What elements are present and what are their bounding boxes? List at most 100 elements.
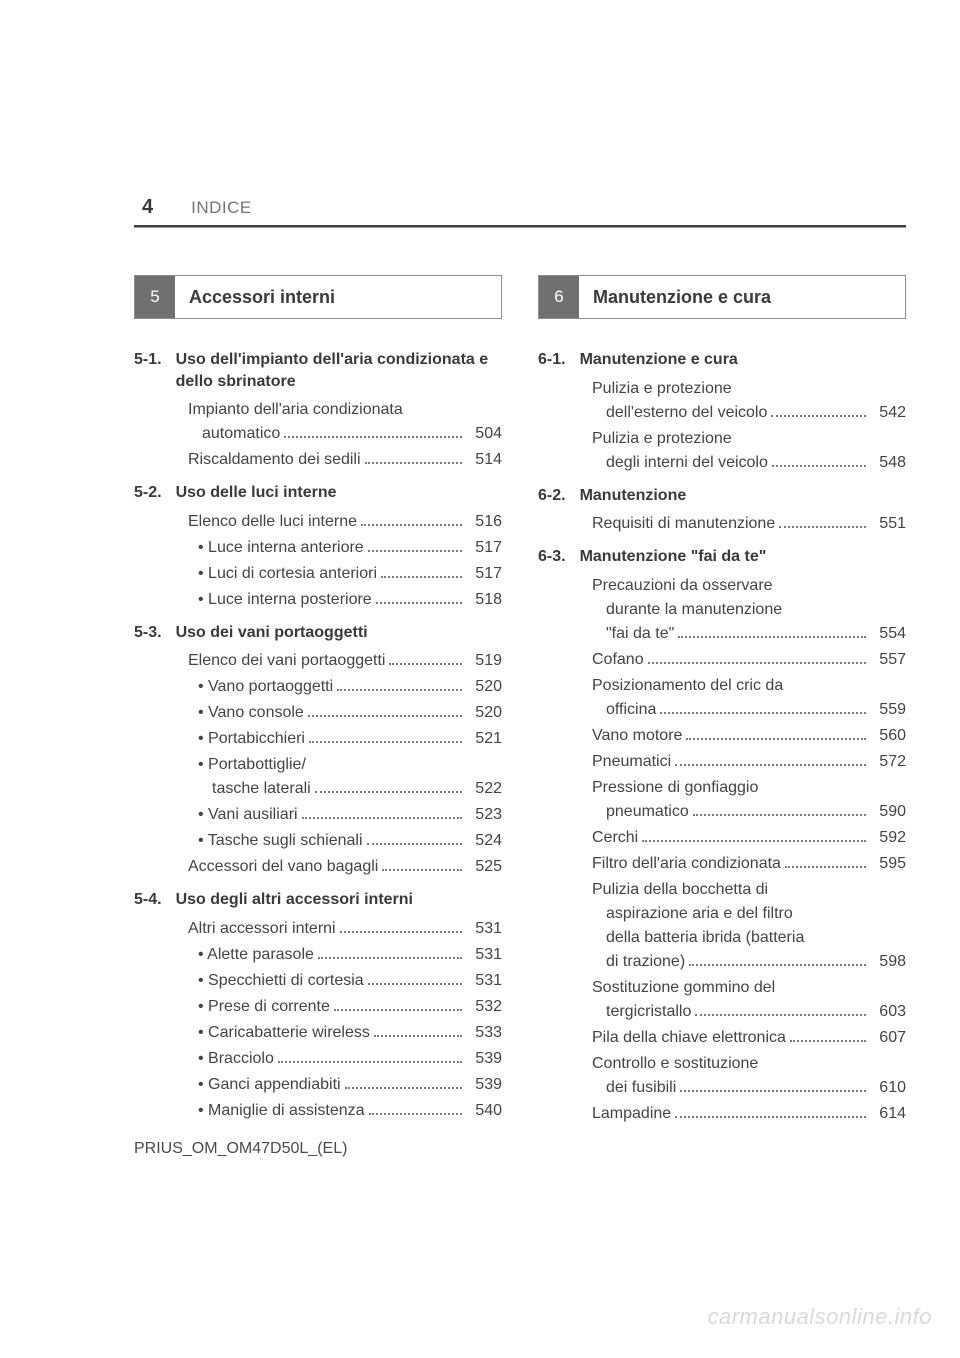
section-number: 5-1.: [134, 349, 162, 392]
page-ref: 572: [870, 750, 906, 774]
page-ref: 531: [466, 969, 502, 993]
section-head: 6-2.Manutenzione: [538, 485, 906, 507]
entry-label: Sostituzione gommino del: [592, 976, 775, 1000]
left-column: 5 Accessori interni 5-1. Uso dell'impiant…: [134, 275, 502, 1136]
entry-continuation: durante la manutenzione: [606, 598, 782, 622]
dot-leader: [675, 1107, 866, 1117]
entry-label: • Ganci appendiabiti: [198, 1073, 341, 1097]
sections-right: 6-1.Manutenzione e cura Pulizia e protezi…: [538, 349, 906, 1126]
section-title: Uso dell'impianto dell'aria condizionata…: [176, 349, 502, 392]
entry-label: Elenco dei vani portaoggetti: [188, 649, 385, 673]
dot-leader: [309, 733, 462, 743]
entry-label: Pila della chiave elettronica: [592, 1026, 786, 1050]
entry-label: • Maniglie di assistenza: [198, 1099, 365, 1123]
toc-entry: Impianto dell'aria condizionataautomatic…: [188, 398, 502, 446]
chapter-title: Manutenzione e cura: [579, 276, 905, 318]
entry-label: Lampadine: [592, 1102, 671, 1126]
toc-entry: • Prese di corrente532: [188, 995, 502, 1019]
toc-section: 5-2.Uso delle luci interneElenco delle l…: [134, 482, 502, 612]
entry-label: Pneumatici: [592, 750, 671, 774]
page-ref: 522: [466, 777, 502, 801]
page-ref: 592: [870, 826, 906, 850]
page-ref: 520: [466, 675, 502, 699]
toc-entry: Elenco delle luci interne 516: [188, 510, 502, 534]
entry-label: • Specchietti di cortesia: [198, 969, 364, 993]
page-ref: 517: [466, 562, 502, 586]
page-ref: 518: [466, 588, 502, 612]
entry-continuation: degli interni del veicolo: [606, 451, 768, 475]
dot-leader: [675, 755, 866, 765]
page-ref: 533: [466, 1021, 502, 1045]
entry-continuation: officina: [606, 698, 656, 722]
toc-section: 5-1. Uso dell'impianto dell'aria condizio…: [134, 349, 502, 472]
dot-leader: [340, 923, 462, 933]
toc-entry: Pulizia e protezionedell'esterno del vei…: [592, 377, 906, 425]
section-title: Manutenzione e cura: [580, 349, 906, 371]
toc-entry: Pulizia della bocchetta diaspirazione ar…: [592, 878, 906, 974]
toc-entry: Lampadine614: [592, 1102, 906, 1126]
entry-label: Pressione di gonfiaggio: [592, 776, 758, 800]
toc-entry: • Luce interna anteriore517: [188, 536, 502, 560]
section-head: 5-1. Uso dell'impianto dell'aria condizio…: [134, 349, 502, 392]
dot-leader: [308, 707, 462, 717]
chapter-header-6: 6 Manutenzione e cura: [538, 275, 906, 319]
dot-leader: [680, 1081, 866, 1091]
dot-leader: [368, 975, 462, 985]
page-ref: 607: [870, 1026, 906, 1050]
entry-continuation: pneumatico: [606, 800, 689, 824]
entry-label: Posizionamento del cric da: [592, 674, 783, 698]
header-rule: [134, 225, 906, 228]
entry-label: • Alette parasole: [198, 943, 314, 967]
page-ref: 531: [466, 943, 502, 967]
toc-entry: Cerchi592: [592, 826, 906, 850]
entry-label: Elenco delle luci interne: [188, 510, 357, 534]
page-ref: 559: [870, 698, 906, 722]
toc-entry: • Vano console520: [188, 701, 502, 725]
page-ref: 560: [870, 724, 906, 748]
entry-continuation: dell'esterno del veicolo: [606, 401, 767, 425]
dot-leader: [365, 454, 462, 464]
entry-label: • Vani ausiliari: [198, 803, 298, 827]
dot-leader: [389, 655, 462, 665]
page-ref: 524: [466, 829, 502, 853]
entries: Precauzioni da osservaredurante la manut…: [538, 574, 906, 1126]
entry-label: • Luce interna anteriore: [198, 536, 364, 560]
toc-entry: • Luce interna posteriore518: [188, 588, 502, 612]
entry-continuation: automatico: [202, 422, 280, 446]
page: 4 INDICE 5 Accessori interni 5-1.Uso del…: [0, 0, 960, 1358]
page-number: 4: [142, 196, 153, 219]
dot-leader: [689, 955, 866, 965]
toc-entry: • Caricabatterie wireless533: [188, 1021, 502, 1045]
dot-leader: [382, 861, 462, 871]
dot-leader: [368, 541, 462, 551]
section-number: 5-3.: [134, 622, 162, 644]
entry-label: Riscaldamento dei sedili: [188, 448, 361, 472]
section-head: 6-1.Manutenzione e cura: [538, 349, 906, 371]
page-ref: 539: [466, 1073, 502, 1097]
entry-continuation: dei fusibili: [606, 1076, 676, 1100]
chapter-tab: 5: [135, 276, 175, 318]
dot-leader: [648, 653, 866, 663]
entry-continuation: "fai da te": [606, 622, 674, 646]
page-ref: 540: [466, 1099, 502, 1123]
toc-entry: • Maniglie di assistenza 540: [188, 1099, 502, 1123]
entry-label: • Vano console: [198, 701, 304, 725]
toc-entry: Cofano557: [592, 648, 906, 672]
section-title: Manutenzione: [580, 485, 906, 507]
page-ref: 504: [466, 422, 502, 446]
dot-leader: [678, 627, 866, 637]
page-ref: 516: [466, 510, 502, 534]
dot-leader: [376, 593, 462, 603]
section-head: 5-3. Uso dei vani portaoggetti: [134, 622, 502, 644]
entry-label: • Vano portaoggetti: [198, 675, 333, 699]
page-ref: 531: [466, 917, 502, 941]
entry-label: • Bracciolo: [198, 1047, 274, 1071]
toc-entry: Requisiti di manutenzione551: [592, 512, 906, 536]
toc-entry: • Vani ausiliari523: [188, 803, 502, 827]
dot-leader: [284, 428, 462, 438]
entry-label: Filtro dell'aria condizionata: [592, 852, 781, 876]
chapter-title: Accessori interni: [175, 276, 501, 318]
toc-entry: • Portabottiglie/tasche laterali522: [188, 753, 502, 801]
sections-left: 5-1. Uso dell'impianto dell'aria condizio…: [134, 349, 502, 1123]
section-title: Uso dei vani portaoggetti: [176, 622, 502, 644]
